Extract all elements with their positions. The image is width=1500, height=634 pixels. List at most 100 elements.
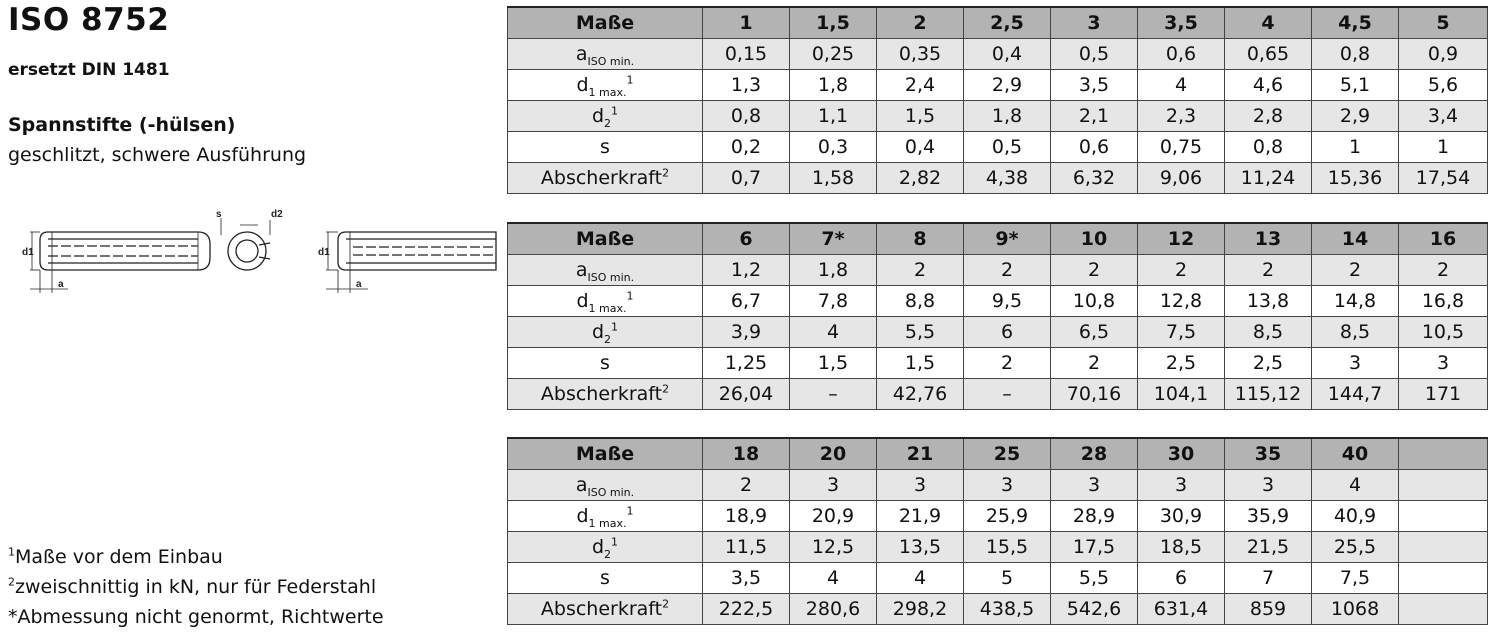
table-cell: 2,1 bbox=[1050, 100, 1138, 132]
footnotes: 1Maße vor dem Einbau 2zweischnittig in k… bbox=[8, 542, 384, 632]
table-cell: 1,5 bbox=[876, 347, 964, 379]
table-cell: 7 bbox=[1224, 562, 1312, 594]
row-s-label: s bbox=[507, 347, 703, 379]
product-description: geschlitzt, schwere Ausführung bbox=[8, 144, 307, 166]
table-cell: 3 bbox=[963, 469, 1051, 501]
table-cell: 6 bbox=[1137, 562, 1225, 594]
table-cell: 12,8 bbox=[1137, 285, 1225, 317]
drawing-label-a: a bbox=[58, 279, 64, 290]
table-cell: 21,5 bbox=[1224, 531, 1312, 563]
row-abscherkraft: Abscherkraft2 0,7 1,58 2,82 4,38 6,32 9,06 11,2… bbox=[507, 162, 1488, 194]
table-cell: 1,8 bbox=[963, 100, 1051, 132]
table-cell: 40,9 bbox=[1311, 500, 1399, 532]
page-subtitle: ersetzt DIN 1481 bbox=[8, 60, 170, 80]
header-row-label: Maße bbox=[507, 437, 703, 470]
table-cell: 42,76 bbox=[876, 378, 964, 410]
table-cell: 1,8 bbox=[789, 254, 877, 286]
technical-drawing: d1 a s d2 d1 a bbox=[22, 209, 497, 293]
table-cell: 10,8 bbox=[1050, 285, 1138, 317]
table-cell: 10,5 bbox=[1398, 316, 1488, 348]
table-cell: 13,8 bbox=[1224, 285, 1312, 317]
size-header-cell: 18 bbox=[702, 437, 790, 470]
table-cell: 18,9 bbox=[702, 500, 790, 532]
row-abscherkraft: Abscherkraft2 26,04–42,76–70,16 104,1 115,1… bbox=[507, 378, 1488, 410]
row-abscherkraft: Abscherkraft2 222,5 280,6 298,2 438,5 542,6 63… bbox=[507, 593, 1488, 625]
size-header-cell: 3,5 bbox=[1137, 6, 1225, 39]
size-header-cell: 20 bbox=[789, 437, 877, 470]
table-cell: 1 bbox=[1398, 131, 1488, 163]
dimension-table-2: Maße 6 7* 8 9* 10 12 13 14 16 aISO min. 1,2 1,8 2 2 2 2 2… bbox=[507, 222, 1488, 410]
size-header-cell: 8 bbox=[876, 222, 964, 255]
row-s: s 1,25 1,5 1,5 2 2 2,5 2,5 3 3 bbox=[507, 347, 1488, 379]
table-cell: 1 bbox=[1311, 131, 1399, 163]
table-cell: 0,7 bbox=[702, 162, 790, 194]
table-cell: 144,7 bbox=[1311, 378, 1399, 410]
table-cell: 631,4 bbox=[1137, 593, 1225, 625]
table-cell bbox=[1398, 500, 1488, 532]
table-cell: 3 bbox=[1050, 469, 1138, 501]
table-cell: 8,5 bbox=[1224, 316, 1312, 348]
table-cell: 35,9 bbox=[1224, 500, 1312, 532]
table-cell: 17,5 bbox=[1050, 531, 1138, 563]
table-cell: 13,5 bbox=[876, 531, 964, 563]
row-abscherkraft-label: Abscherkraft2 bbox=[507, 593, 703, 625]
table-cell: 298,2 bbox=[876, 593, 964, 625]
row-abscherkraft-label: Abscherkraft2 bbox=[507, 378, 703, 410]
left-panel: ISO 8752 ersetzt DIN 1481 Spannstifte (-… bbox=[8, 0, 498, 634]
table-cell: 2,8 bbox=[1224, 100, 1312, 132]
table-cell: 2,5 bbox=[1137, 347, 1225, 379]
table-cell: 104,1 bbox=[1137, 378, 1225, 410]
table-cell: 280,6 bbox=[789, 593, 877, 625]
table-cell: 26,04 bbox=[702, 378, 790, 410]
table-cell: 4 bbox=[789, 562, 877, 594]
table-cell: 4 bbox=[1311, 469, 1399, 501]
row-d1-label: d1 max.1 bbox=[507, 500, 703, 532]
table-cell: 6 bbox=[963, 316, 1051, 348]
size-header-cell: 4,5 bbox=[1311, 6, 1399, 39]
row-d2-label: d21 bbox=[507, 100, 703, 132]
header-row: Maße 18 20 21 25 28 30 35 40 bbox=[507, 437, 1488, 470]
table-cell: 115,12 bbox=[1224, 378, 1312, 410]
size-header-cell: 35 bbox=[1224, 437, 1312, 470]
table-cell: 11,24 bbox=[1224, 162, 1312, 194]
page-title: ISO 8752 bbox=[8, 2, 170, 38]
table-cell: 0,35 bbox=[876, 38, 964, 70]
table-cell: 8,5 bbox=[1311, 316, 1399, 348]
table-cell: 70,16 bbox=[1050, 378, 1138, 410]
header-row: Maße 1 1,5 2 2,5 3 3,5 4 4,5 5 bbox=[507, 6, 1488, 39]
product-title: Spannstifte (-hülsen) bbox=[8, 114, 236, 136]
table-cell: 859 bbox=[1224, 593, 1312, 625]
table-cell: 3,5 bbox=[702, 562, 790, 594]
row-s: s 0,2 0,3 0,4 0,5 0,6 0,75 0,8 1 1 bbox=[507, 131, 1488, 163]
table-cell: 5,6 bbox=[1398, 69, 1488, 101]
row-abscherkraft-label: Abscherkraft2 bbox=[507, 162, 703, 194]
table-cell: 3 bbox=[1398, 347, 1488, 379]
table-cell: 2 bbox=[702, 469, 790, 501]
table-cell: 0,2 bbox=[702, 131, 790, 163]
table-cell: 25,9 bbox=[963, 500, 1051, 532]
size-header-cell: 30 bbox=[1137, 437, 1225, 470]
table-cell: 0,6 bbox=[1050, 131, 1138, 163]
table-cell: 2,3 bbox=[1137, 100, 1225, 132]
table-cell: 3 bbox=[1311, 347, 1399, 379]
drawing-label-d1: d1 bbox=[22, 247, 34, 258]
row-a-label: aISO min. bbox=[507, 469, 703, 501]
row-s: s 3,5 4 4 5 5,5 6 7 7,5 bbox=[507, 562, 1488, 594]
table-cell: 30,9 bbox=[1137, 500, 1225, 532]
size-header-cell: 2,5 bbox=[963, 6, 1051, 39]
table-cell: 2,82 bbox=[876, 162, 964, 194]
size-header-cell: 12 bbox=[1137, 222, 1225, 255]
row-a: aISO min. 0,15 0,25 0,35 0,4 0,5 0,6 0,65 0,8 0,9 bbox=[507, 38, 1488, 70]
table-cell: 2,9 bbox=[1311, 100, 1399, 132]
table-cell: 0,6 bbox=[1137, 38, 1225, 70]
row-d2: d21 11,5 12,5 13,5 15,5 17,5 18,5 21,5 25,5 bbox=[507, 531, 1488, 563]
table-cell: 1,25 bbox=[702, 347, 790, 379]
table-cell: 6,32 bbox=[1050, 162, 1138, 194]
table-cell: 1,2 bbox=[702, 254, 790, 286]
size-header-cell: 5 bbox=[1398, 6, 1488, 39]
dimension-table-1: Maße 1 1,5 2 2,5 3 3,5 4 4,5 5 aISO min. 0,15 0,25 0,… bbox=[507, 6, 1488, 194]
table-cell: 3 bbox=[1137, 469, 1225, 501]
table-cell: 2 bbox=[1050, 347, 1138, 379]
table-cell: 5,1 bbox=[1311, 69, 1399, 101]
drawing-label-a-second: a bbox=[356, 279, 362, 290]
